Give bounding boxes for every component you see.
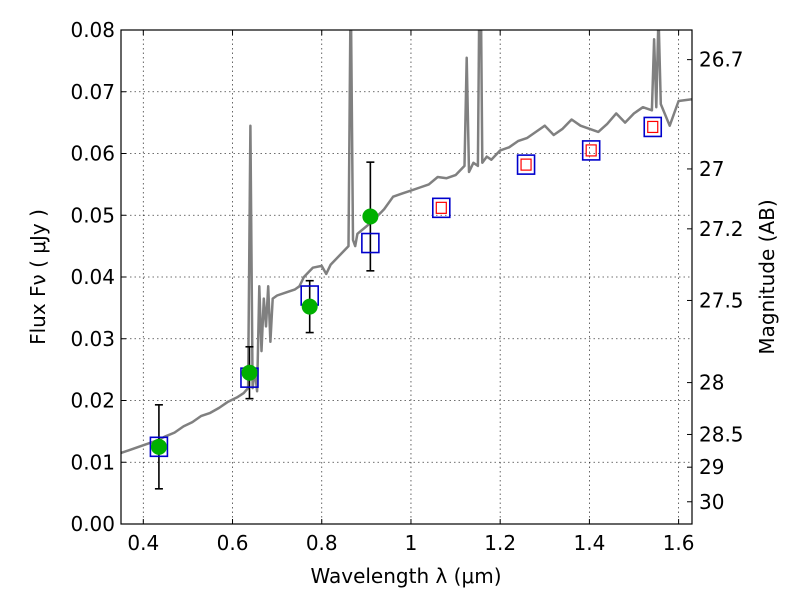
x-tick-label: 0.8 bbox=[306, 531, 338, 555]
observed-point bbox=[362, 208, 379, 225]
model-point bbox=[516, 154, 536, 175]
right-tick-label: 28.5 bbox=[699, 422, 744, 446]
y-axis-ticks: 0.00 0.01 0.02 0.03 0.04 0.05 0.06 0.07 0.08 bbox=[70, 18, 126, 536]
grid bbox=[121, 30, 692, 524]
x-tick-label: 1.6 bbox=[663, 531, 695, 555]
model-points bbox=[149, 116, 663, 458]
x-tick-label: 1.4 bbox=[573, 531, 605, 555]
model-point-inner bbox=[435, 201, 447, 214]
right-tick-label: 29 bbox=[699, 455, 724, 479]
observed-point bbox=[241, 364, 258, 381]
y-tick-label: 0.03 bbox=[70, 327, 115, 351]
y-tick-label: 0.00 bbox=[70, 512, 115, 536]
model-point-inner bbox=[647, 120, 659, 134]
y-tick-label: 0.02 bbox=[70, 389, 115, 413]
model-point bbox=[149, 436, 169, 458]
y-tick-label: 0.06 bbox=[70, 142, 115, 166]
x-tick-label: 1.2 bbox=[484, 531, 516, 555]
spectrum-line bbox=[121, 30, 692, 455]
right-tick-label: 27.2 bbox=[699, 217, 744, 241]
right-tick-label: 28 bbox=[699, 371, 724, 395]
x-axis-title: Wavelength λ (μm) bbox=[310, 564, 501, 588]
model-point bbox=[643, 116, 663, 138]
spectrum-series bbox=[121, 30, 692, 455]
right-axis-ticks: 26.7 27 27.2 27.5 28 28.5 29 30 bbox=[687, 48, 744, 514]
x-tick-label: 1 bbox=[405, 531, 418, 555]
right-tick-label: 26.7 bbox=[699, 48, 744, 72]
observed-points bbox=[150, 208, 379, 455]
model-point bbox=[581, 140, 601, 161]
x-axis-ticks: 0.4 0.6 0.8 1 1.2 1.4 1.6 bbox=[127, 30, 695, 555]
x-tick-label: 0.4 bbox=[127, 531, 159, 555]
right-axis-title: Magnitude (AB) bbox=[755, 199, 779, 354]
y-tick-label: 0.04 bbox=[70, 265, 115, 289]
y-tick-label: 0.07 bbox=[70, 80, 115, 104]
y-tick-label: 0.05 bbox=[70, 203, 115, 227]
right-tick-label: 27 bbox=[699, 157, 724, 181]
right-tick-label: 27.5 bbox=[699, 288, 744, 312]
observed-point bbox=[150, 438, 167, 455]
right-tick-label: 30 bbox=[699, 490, 724, 514]
y-tick-label: 0.08 bbox=[70, 18, 115, 42]
model-point-inner bbox=[585, 144, 597, 157]
model-point bbox=[361, 232, 380, 254]
error-bars bbox=[154, 161, 375, 490]
model-point-inner bbox=[520, 158, 532, 171]
model-point bbox=[431, 197, 451, 219]
y-tick-label: 0.01 bbox=[70, 450, 115, 474]
y-axis-title: Flux Fν ( μJy ) bbox=[26, 209, 50, 345]
observed-point bbox=[301, 298, 318, 315]
x-tick-label: 0.6 bbox=[217, 531, 249, 555]
